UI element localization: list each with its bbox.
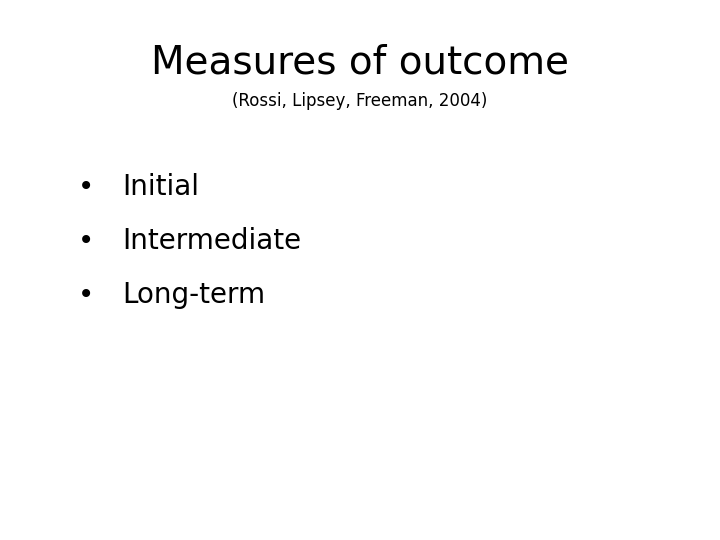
Text: Measures of outcome: Measures of outcome [151,43,569,81]
Text: Initial: Initial [122,173,199,201]
Text: •: • [78,227,94,255]
Text: •: • [78,173,94,201]
Text: Long-term: Long-term [122,281,266,309]
Text: Intermediate: Intermediate [122,227,302,255]
Text: (Rossi, Lipsey, Freeman, 2004): (Rossi, Lipsey, Freeman, 2004) [233,92,487,110]
Text: •: • [78,281,94,309]
